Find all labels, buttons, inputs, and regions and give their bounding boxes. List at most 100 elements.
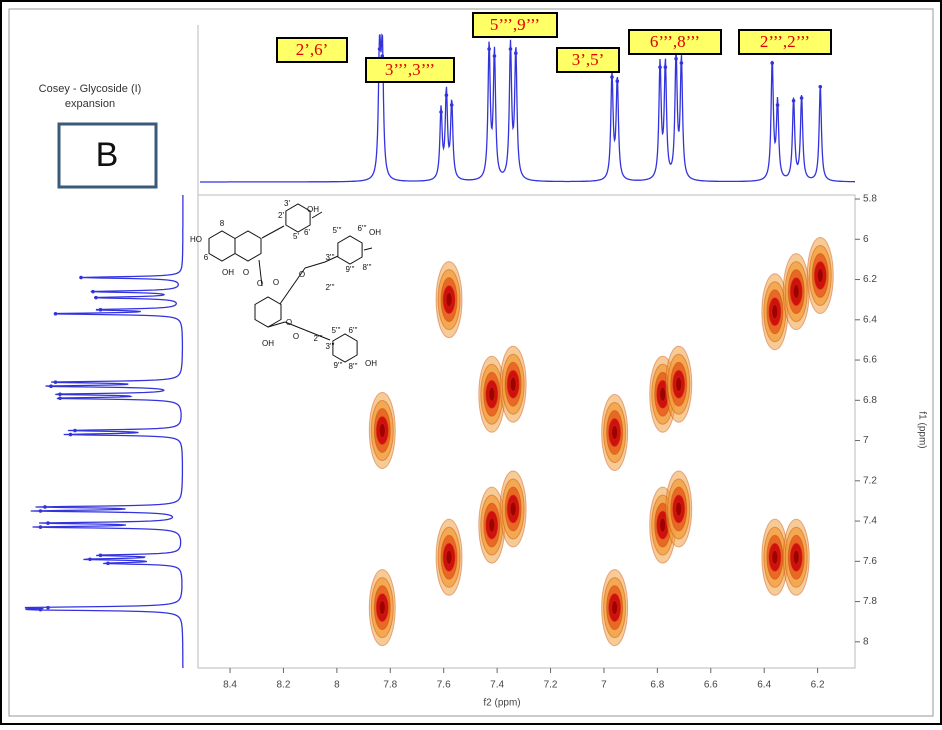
x-tick-label: 6.4: [757, 680, 771, 691]
cross-peak: [499, 345, 527, 423]
cross-peak: [601, 394, 629, 472]
projection-peak: [38, 607, 43, 612]
projection-peak: [791, 99, 796, 103]
cross-peak-contour: [792, 284, 800, 300]
projection-peak: [79, 275, 83, 280]
panel-letter-box: [57, 122, 158, 189]
projection-peak: [98, 553, 103, 558]
projection-peak: [38, 509, 43, 513]
projection-peak: [508, 47, 513, 51]
y-axis-label: f1 (ppm): [916, 411, 927, 448]
y-tick-label: 7.2: [863, 475, 877, 486]
cross-peak-contour: [445, 292, 453, 308]
projection-peak: [94, 295, 98, 300]
structure-ring: [337, 235, 363, 265]
projection-peak: [775, 103, 780, 107]
cross-peak: [478, 355, 506, 433]
y-tick-label: 6.6: [863, 355, 877, 366]
structure-label: 3''': [325, 342, 335, 351]
structure-bond: [304, 329, 331, 341]
projection-peak: [658, 65, 662, 69]
assignment-label: 2’’’,2’’’: [760, 32, 810, 51]
cross-peak-contour: [816, 268, 824, 284]
cross-peak-contour: [509, 376, 517, 392]
structure-label: 6': [304, 228, 310, 237]
cross-peak: [806, 237, 834, 315]
structure-label: 8: [220, 219, 225, 228]
projection-peak: [818, 85, 823, 89]
projection-peak: [492, 54, 497, 58]
panel-letter: B: [96, 136, 119, 174]
cross-peak-contour: [675, 501, 683, 517]
projection-peak: [53, 380, 58, 384]
structure-label: 3': [284, 199, 290, 208]
structure-label: 5''': [331, 326, 341, 335]
projection-peak: [444, 93, 449, 97]
structure-label: 5': [293, 232, 299, 241]
cross-peak-contour: [445, 549, 453, 565]
projection-peak: [377, 47, 382, 51]
cross-peak: [478, 486, 506, 564]
y-tick-label: 7.6: [863, 556, 877, 567]
structure-bond: [261, 225, 285, 239]
structure-label: 6: [204, 253, 209, 262]
y-tick-label: 6: [863, 234, 869, 245]
cross-peak: [435, 518, 463, 596]
cross-peak-contour: [792, 549, 800, 565]
projection-peak: [38, 525, 43, 529]
projection-peak: [73, 428, 77, 433]
structure-label: 8''': [348, 362, 358, 371]
structure-bond: [311, 211, 323, 219]
projection-peak: [439, 110, 443, 114]
cross-peak-contour: [675, 376, 683, 392]
structure-ring: [332, 333, 358, 363]
assignment-label: 5’’’,9’’’: [490, 15, 540, 34]
structure-label: HO: [190, 235, 202, 244]
y-tick-label: 7: [863, 435, 869, 446]
cross-peak-contour: [488, 517, 496, 533]
x-tick-label: 8: [334, 680, 340, 691]
structure-bond: [363, 247, 373, 251]
y-tick-label: 7.4: [863, 516, 877, 527]
cross-peak-contour: [611, 600, 619, 616]
projection-peak: [91, 289, 95, 294]
cross-peak: [761, 273, 789, 351]
projection-peak: [799, 96, 804, 100]
structure-ring: [234, 230, 262, 262]
cross-peak-contour: [378, 422, 386, 438]
cross-peak-contour: [659, 517, 667, 533]
x-tick-label: 6.8: [650, 680, 664, 691]
projection-peak: [58, 392, 62, 397]
assignment-label: 6’’’,8’’’: [650, 32, 700, 51]
structure-label: 2': [278, 211, 284, 220]
projection-peak: [674, 57, 678, 61]
projection-peak: [98, 307, 103, 312]
y-tick-label: 6.2: [863, 274, 877, 285]
structure-label: OH: [307, 205, 319, 214]
structure-label: 9''': [345, 265, 355, 274]
structure-bond: [304, 261, 326, 269]
projection-peak: [514, 51, 518, 55]
y-tick-label: 6.8: [863, 395, 877, 406]
structure-label: 6''': [357, 224, 367, 233]
structure-label: 6''': [348, 326, 358, 335]
projection-peak: [106, 561, 110, 566]
cross-peak: [435, 261, 463, 339]
y-tick-label: 7.8: [863, 596, 877, 607]
structure-bond: [284, 321, 306, 331]
projection-peak: [449, 103, 454, 107]
cross-peak-contour: [771, 304, 779, 320]
structure-bond: [324, 255, 339, 263]
assignment-box: [472, 12, 558, 38]
cross-peak-contour: [378, 600, 386, 616]
assignment-label: 2’,6’: [296, 40, 329, 59]
cross-peak: [499, 470, 527, 548]
projection-peak: [58, 396, 62, 401]
structure-bond: [267, 321, 286, 328]
cross-peak: [368, 569, 396, 647]
structure-label: 2''': [325, 283, 335, 292]
cross-peak-contour: [509, 501, 517, 517]
projection-peak: [43, 505, 47, 509]
panel-title: Cosey - Glycoside (I): [39, 83, 142, 95]
structure-label: OH: [365, 359, 377, 368]
